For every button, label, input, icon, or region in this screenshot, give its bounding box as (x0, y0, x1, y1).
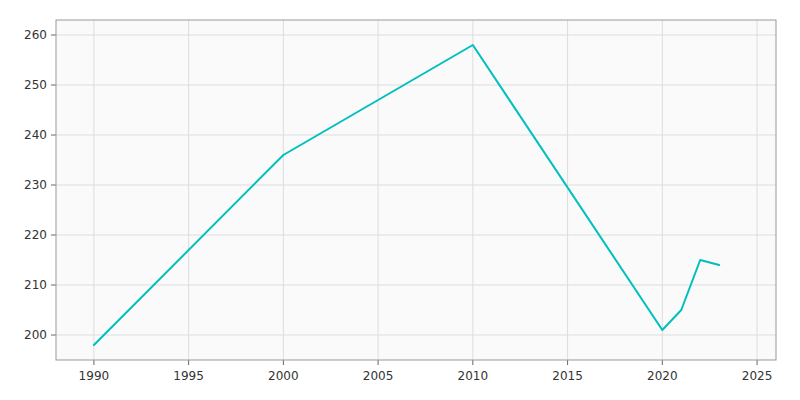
x-grid-line (662, 20, 663, 360)
y-tick-label: 260 (24, 28, 47, 42)
plot-background (56, 20, 776, 360)
grid (51, 20, 776, 365)
x-grid-line (188, 20, 189, 360)
x-grid-line (567, 20, 568, 360)
x-tick-label: 2025 (742, 369, 773, 383)
y-tick (51, 35, 56, 36)
x-tick (283, 360, 284, 365)
x-tick (188, 360, 189, 365)
x-grid-line (283, 20, 284, 360)
x-tick-label: 2020 (647, 369, 678, 383)
y-tick (51, 285, 56, 286)
plot-frame (56, 20, 776, 360)
y-tick-label: 200 (24, 328, 47, 342)
y-tick (51, 335, 56, 336)
y-tick (51, 135, 56, 136)
y-grid-line (56, 235, 776, 236)
x-tick-label: 1995 (173, 369, 204, 383)
y-grid-line (56, 335, 776, 336)
x-tick (567, 360, 568, 365)
y-grid-line (56, 185, 776, 186)
y-tick (51, 235, 56, 236)
x-tick-label: 2010 (458, 369, 489, 383)
x-tick (378, 360, 379, 365)
y-tick (51, 85, 56, 86)
chart-container: 1990 1995 2000 2005 2010 2015 2020 2025 200 210 22… (0, 0, 800, 400)
tick-labels: 1990 1995 2000 2005 2010 2015 2020 2025 200 210 22… (24, 28, 772, 383)
page: {"chart_data": {"type": "line", "x": [19… (0, 0, 800, 400)
y-grid-line (56, 35, 776, 36)
x-grid-line (757, 20, 758, 360)
x-tick-label: 2015 (552, 369, 583, 383)
y-grid-line (56, 85, 776, 86)
x-tick (93, 360, 94, 365)
x-grid-line (93, 20, 94, 360)
y-tick-label: 250 (24, 78, 47, 92)
y-grid-line (56, 135, 776, 136)
x-grid-line (472, 20, 473, 360)
y-tick-label: 230 (24, 178, 47, 192)
x-tick (662, 360, 663, 365)
x-tick-label: 2000 (268, 369, 299, 383)
x-tick (472, 360, 473, 365)
x-grid-line (378, 20, 379, 360)
line (94, 45, 719, 345)
chart: 1990 1995 2000 2005 2010 2015 2020 2025 200 210 22… (0, 0, 800, 400)
x-tick-label: 2005 (363, 369, 394, 383)
y-tick-label: 210 (24, 278, 47, 292)
y-grid-line (56, 285, 776, 286)
y-tick (51, 185, 56, 186)
y-tick-label: 220 (24, 228, 47, 242)
x-tick (757, 360, 758, 365)
marks (94, 45, 719, 345)
x-tick-label: 1990 (79, 369, 110, 383)
y-tick-label: 240 (24, 128, 47, 142)
